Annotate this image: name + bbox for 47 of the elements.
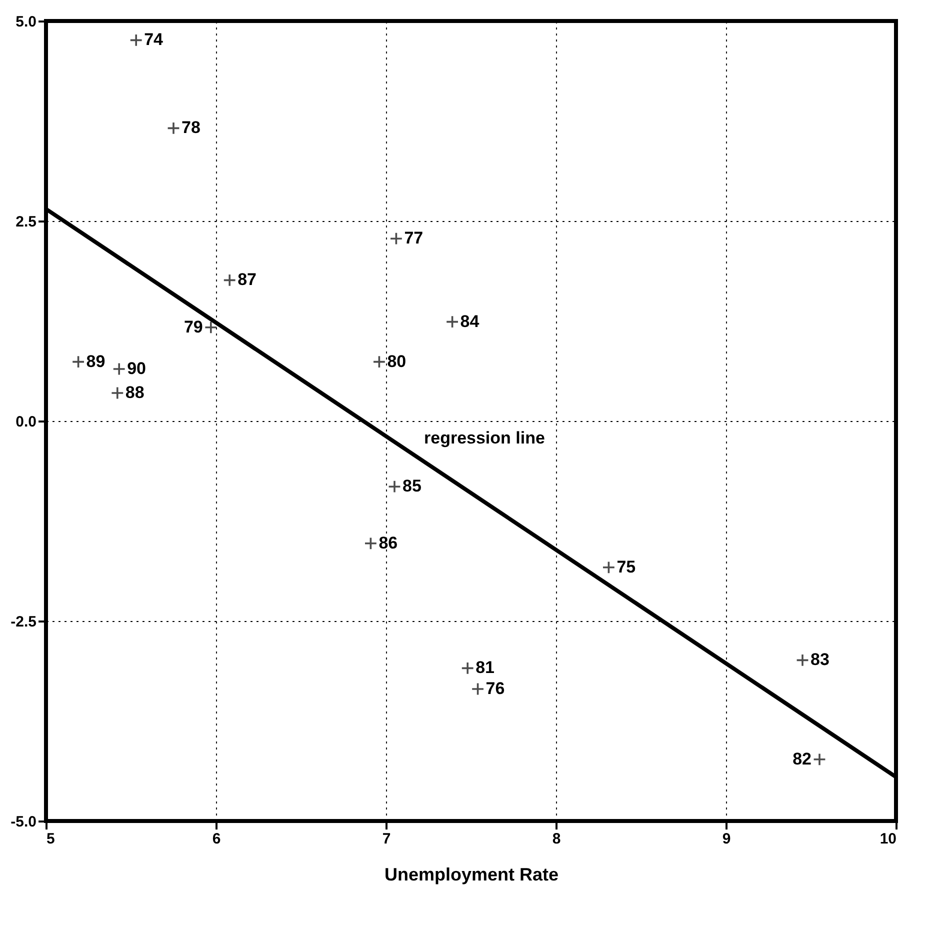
x-tick-label: 10 [880, 830, 896, 848]
y-tick-label: 2.5 [16, 214, 36, 230]
y-tick-label: 5.0 [16, 14, 36, 30]
point [812, 752, 826, 766]
point [223, 274, 236, 287]
annotation: 81 [476, 658, 495, 678]
x-tick-label: 6 [212, 830, 221, 848]
point [112, 362, 126, 376]
annotation: 90 [127, 359, 146, 378]
x-axis-title: Unemployment Rate [384, 864, 559, 884]
annotation: 79 [184, 317, 203, 336]
point [471, 682, 484, 696]
point [390, 232, 403, 246]
annotation: 89 [86, 352, 106, 371]
annotation: 85 [402, 476, 422, 496]
y-tick-label: -2.5 [10, 614, 36, 630]
annotation: 82 [792, 749, 812, 768]
annotation: 78 [182, 118, 200, 138]
y-tick-label: -5.0 [10, 814, 36, 830]
x-tick-label: 7 [382, 830, 391, 848]
point [364, 536, 378, 550]
annotation: 88 [125, 383, 144, 402]
annotation: 87 [238, 270, 257, 290]
annotation: 76 [486, 679, 505, 698]
annotation: 84 [460, 312, 480, 331]
point [602, 560, 616, 574]
annotation: 77 [404, 228, 424, 248]
point [796, 654, 810, 667]
annotation: 75 [616, 557, 636, 576]
x-tick-label: 5 [46, 830, 55, 848]
annotation: regression line [424, 428, 545, 448]
point [72, 355, 85, 368]
point [166, 122, 180, 135]
point [461, 662, 474, 675]
point [372, 355, 386, 368]
annotation: 74 [144, 30, 164, 50]
x-tick-label: 9 [722, 830, 731, 848]
point [110, 386, 124, 400]
point [446, 315, 459, 328]
point [204, 320, 218, 334]
annotation: 80 [387, 352, 406, 371]
y-tick-label: 0.0 [16, 414, 36, 430]
annotation: 86 [378, 533, 398, 552]
point [388, 480, 402, 494]
point [130, 34, 143, 47]
annotation: 83 [810, 650, 830, 670]
x-tick-label: 8 [552, 830, 561, 848]
